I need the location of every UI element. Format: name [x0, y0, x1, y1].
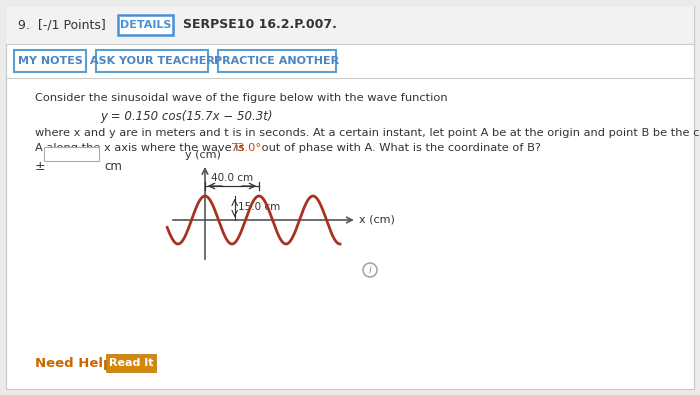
Text: PRACTICE ANOTHER: PRACTICE ANOTHER	[214, 56, 340, 66]
Text: Read It: Read It	[108, 358, 153, 368]
Text: ASK YOUR TEACHER: ASK YOUR TEACHER	[90, 56, 214, 66]
FancyBboxPatch shape	[14, 50, 86, 72]
Text: where x and y are in meters and t is in seconds. At a certain instant, let point: where x and y are in meters and t is in …	[35, 128, 700, 138]
Text: y = 0.150 cos(15.7x − 50.3t): y = 0.150 cos(15.7x − 50.3t)	[100, 110, 272, 123]
Text: 40.0 cm: 40.0 cm	[211, 173, 253, 183]
Text: y (cm): y (cm)	[185, 150, 221, 160]
Text: 9.  [-/1 Points]: 9. [-/1 Points]	[18, 19, 106, 32]
Bar	[44, 147, 99, 161]
Text: cm: cm	[104, 160, 122, 173]
Text: i: i	[369, 265, 372, 275]
FancyBboxPatch shape	[106, 354, 156, 372]
Bar	[6, 6, 694, 44]
Text: 15.0 cm: 15.0 cm	[238, 202, 280, 212]
FancyBboxPatch shape	[218, 50, 336, 72]
Text: ±: ±	[35, 160, 46, 173]
Text: DETAILS: DETAILS	[120, 20, 172, 30]
FancyBboxPatch shape	[6, 6, 694, 389]
Text: SERPSE10 16.2.P.007.: SERPSE10 16.2.P.007.	[183, 19, 337, 32]
Text: x (cm): x (cm)	[358, 215, 395, 225]
Text: MY NOTES: MY NOTES	[18, 56, 83, 66]
Text: A along the x axis where the wave is: A along the x axis where the wave is	[35, 143, 248, 153]
Text: out of phase with A. What is the coordinate of B?: out of phase with A. What is the coordin…	[258, 143, 541, 153]
Text: 73.0°: 73.0°	[230, 143, 261, 153]
FancyBboxPatch shape	[118, 15, 173, 35]
Text: Need Help?: Need Help?	[35, 357, 120, 369]
FancyBboxPatch shape	[96, 50, 208, 72]
Text: Consider the sinusoidal wave of the figure below with the wave function: Consider the sinusoidal wave of the figu…	[35, 93, 447, 103]
